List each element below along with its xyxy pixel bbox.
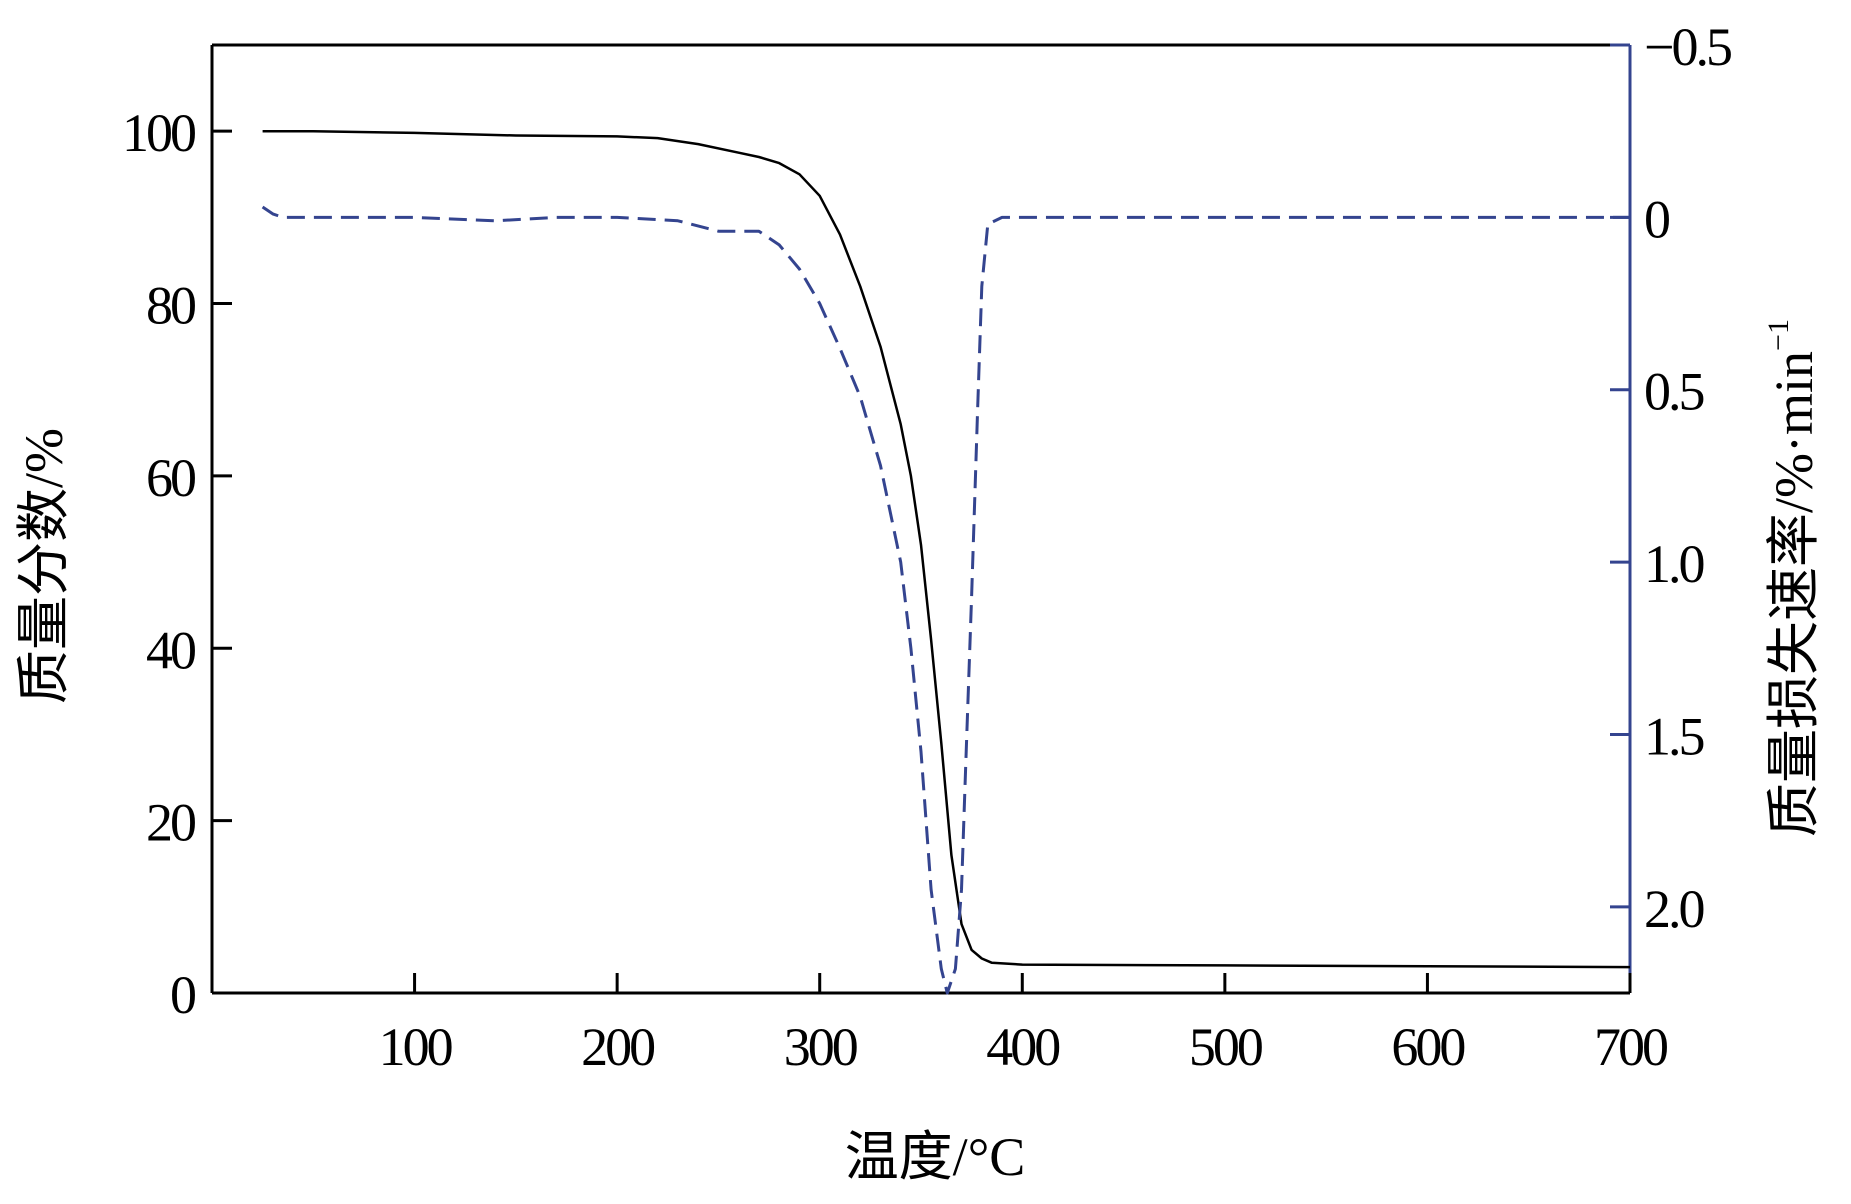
data-point-mass-loss-rate [758, 230, 760, 232]
data-point-mass-loss-rate [738, 230, 740, 232]
y-tick-label: 0 [170, 965, 195, 1025]
data-point-mass-loss-rate [839, 348, 841, 350]
x-tick-label: 700 [1594, 1017, 1667, 1077]
data-point-mass-fraction [616, 136, 618, 138]
data-point-mass-fraction [991, 962, 993, 964]
x-tick-label: 400 [986, 1017, 1059, 1077]
x-tick-label: 100 [379, 1017, 452, 1077]
data-point-mass-fraction [1427, 966, 1429, 968]
data-point-mass-fraction [657, 137, 659, 139]
data-point-mass-loss-rate [930, 889, 932, 891]
y2-axis-title-superscript: −1 [1762, 319, 1795, 351]
y-axis-title: 质量分数/% [14, 428, 74, 704]
y-tick-label: 40 [146, 620, 195, 680]
data-point-mass-loss-rate [819, 303, 821, 305]
x-tick-label: 200 [581, 1017, 654, 1077]
data-point-mass-fraction [951, 854, 953, 856]
data-point-mass-loss-rate [955, 968, 957, 970]
x-tick-label: 300 [784, 1017, 857, 1077]
data-point-mass-loss-rate [977, 406, 979, 408]
y2-axis-title-main: 质量损失速率/%·min [1764, 351, 1824, 837]
data-point-mass-fraction [1224, 965, 1226, 967]
data-point-mass-loss-rate [556, 217, 558, 219]
data-point-mass-fraction [819, 195, 821, 197]
y-tick-label: 60 [146, 448, 195, 508]
data-point-mass-fraction [313, 130, 315, 132]
y-tick-label: 20 [146, 793, 195, 853]
data-point-mass-loss-rate [947, 992, 949, 994]
axes-layer [210, 43, 1632, 995]
y2-tick-label: 1.0 [1644, 534, 1704, 594]
data-point-mass-fraction [859, 286, 861, 288]
data-point-mass-loss-rate [799, 268, 801, 270]
data-point-mass-fraction [920, 544, 922, 546]
data-point-mass-loss-rate [1001, 217, 1003, 219]
data-point-mass-fraction [799, 174, 801, 176]
data-point-mass-fraction [880, 346, 882, 348]
data-point-mass-fraction [981, 958, 983, 960]
x-axis-title: 温度/°C [845, 1127, 1026, 1187]
data-point-mass-fraction [941, 742, 943, 744]
data-point-mass-loss-rate [961, 889, 963, 891]
y-tick-label: 80 [146, 276, 195, 336]
data-point-mass-loss-rate [981, 286, 983, 288]
data-point-mass-loss-rate [941, 968, 943, 970]
tick-layer: 100 200 300 400 500 600 700 0 20 40 60 80 100 −0.5 0 0.… [122, 17, 1734, 1077]
data-point-mass-fraction [971, 949, 973, 951]
y2-tick-label: 0 [1644, 189, 1669, 249]
y-tick-label: 100 [122, 103, 195, 163]
data-point-mass-loss-rate [880, 465, 882, 467]
data-point-mass-loss-rate [778, 244, 780, 246]
data-point-mass-loss-rate [414, 217, 416, 219]
data-point-mass-loss-rate [971, 596, 973, 598]
data-point-mass-loss-rate [262, 206, 264, 208]
data-point-mass-loss-rate [1022, 217, 1024, 219]
data-point-mass-fraction [778, 162, 780, 164]
y2-tick-label: 0.5 [1644, 362, 1704, 422]
data-point-mass-fraction [900, 423, 902, 425]
data-point-mass-fraction [262, 130, 264, 132]
data-point-mass-fraction [515, 135, 517, 137]
data-point-mass-fraction [1629, 966, 1631, 968]
x-tick-label: 600 [1391, 1017, 1464, 1077]
data-point-mass-loss-rate [313, 217, 315, 219]
data-point-mass-fraction [839, 234, 841, 236]
data-point-mass-fraction [1022, 964, 1024, 966]
data-point-mass-loss-rate [495, 220, 497, 222]
data-point-mass-loss-rate [1427, 217, 1429, 219]
data-point-mass-loss-rate [1224, 217, 1226, 219]
y2-tick-label: 1.5 [1644, 706, 1704, 766]
data-point-mass-loss-rate [920, 751, 922, 753]
data-point-mass-loss-rate [272, 213, 274, 215]
data-point-mass-loss-rate [900, 561, 902, 563]
series-line-mass-fraction [262, 129, 1631, 969]
data-point-mass-loss-rate [282, 217, 284, 219]
data-point-mass-loss-rate [718, 230, 720, 232]
data-point-mass-fraction [697, 143, 699, 145]
data-point-mass-fraction [758, 156, 760, 158]
y2-tick-label: −0.5 [1644, 17, 1731, 77]
series-line-mass-loss-rate [261, 205, 1630, 995]
data-point-mass-fraction [961, 923, 963, 925]
data-point-mass-loss-rate [987, 224, 989, 226]
data-point-mass-fraction [414, 132, 416, 134]
data-point-mass-loss-rate [616, 217, 618, 219]
x-tick-label: 500 [1189, 1017, 1262, 1077]
data-point-mass-fraction [930, 639, 932, 641]
data-point-mass-fraction [738, 152, 740, 154]
y2-axis-title: 质量损失速率/%·min−1 [1762, 319, 1824, 837]
data-point-mass-loss-rate [859, 396, 861, 398]
y2-tick-label: 2.0 [1644, 879, 1704, 939]
data-point-mass-loss-rate [965, 768, 967, 770]
data-point-mass-loss-rate [910, 648, 912, 650]
data-point-mass-loss-rate [677, 220, 679, 222]
series-layer [261, 129, 1631, 995]
data-point-mass-fraction [910, 475, 912, 477]
